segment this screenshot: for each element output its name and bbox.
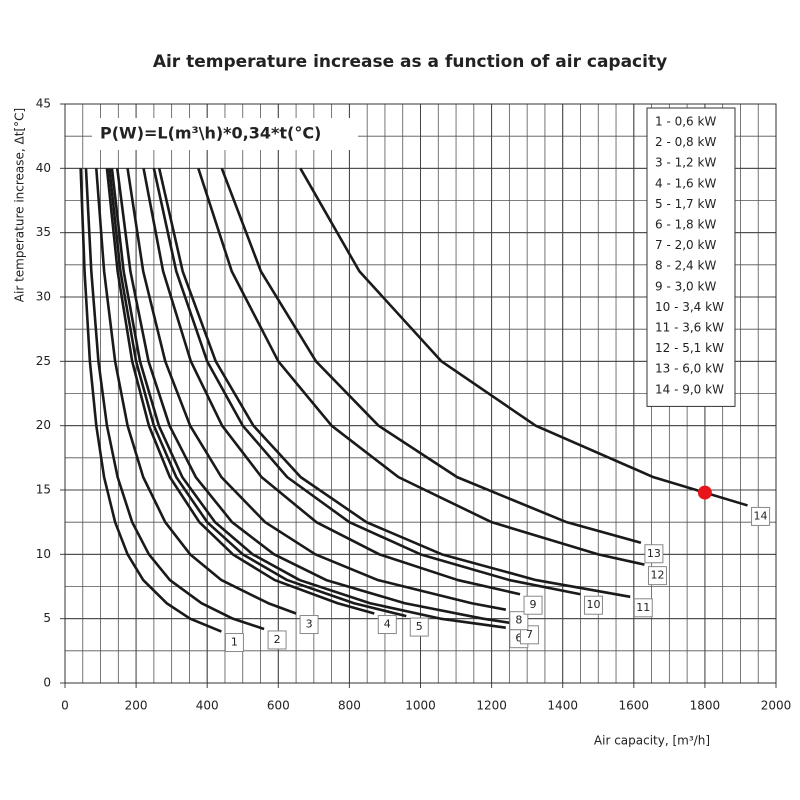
curve-label-box xyxy=(751,506,771,526)
legend-entry: 4 - 1,6 kW xyxy=(655,176,716,190)
legend-entry: 9 - 3,0 kW xyxy=(655,279,716,293)
y-tick-label: 0 xyxy=(43,676,51,690)
curve-label-box xyxy=(224,633,244,653)
curve-label-box xyxy=(509,611,529,631)
curve xyxy=(105,168,375,615)
x-tick-label: 1000 xyxy=(405,699,436,713)
y-tick-label: 10 xyxy=(36,547,51,561)
curve-label-box xyxy=(267,630,287,650)
legend-entry: 11 - 3,6 kW xyxy=(655,321,724,335)
curve-label: 2 xyxy=(274,633,281,646)
curve xyxy=(115,168,517,626)
chart-title: Air temperature increase as a function o… xyxy=(153,52,667,72)
legend-entry: 13 - 6,0 kW xyxy=(655,362,724,376)
legend-entry: 5 - 1,7 kW xyxy=(655,197,716,211)
curve-label-box xyxy=(633,598,653,618)
y-tick-label: 20 xyxy=(36,418,51,432)
curve xyxy=(157,168,631,599)
curve-label: 14 xyxy=(754,509,768,522)
y-tick-label: 40 xyxy=(36,161,51,175)
curve-label: 4 xyxy=(384,618,391,631)
x-axis-label: Air capacity, [m³/h] xyxy=(594,734,710,748)
curve-label-box xyxy=(377,615,397,635)
curve xyxy=(299,167,748,507)
curve xyxy=(108,168,407,618)
curve-label-box xyxy=(299,615,319,635)
curve xyxy=(84,168,265,631)
legend-entry: 10 - 3,4 kW xyxy=(655,300,724,314)
y-tick-label: 15 xyxy=(36,483,51,497)
curve-label-box xyxy=(409,617,429,637)
legend-entry: 12 - 5,1 kW xyxy=(655,341,724,355)
x-tick-label: 200 xyxy=(125,699,148,713)
legend-entry: 3 - 1,2 kW xyxy=(655,156,716,170)
curve xyxy=(110,168,506,629)
curve-label: 9 xyxy=(530,598,537,611)
curve-label-box xyxy=(523,595,543,615)
x-tick-label: 600 xyxy=(267,699,290,713)
curve-label: 11 xyxy=(636,601,650,614)
curve xyxy=(197,167,645,566)
plot-frame xyxy=(64,103,777,684)
curve-label: 12 xyxy=(650,569,664,582)
curve-label-box xyxy=(519,625,539,645)
y-tick-label: 25 xyxy=(36,354,51,368)
legend-entry: 1 - 0,6 kW xyxy=(655,115,716,129)
curve xyxy=(152,168,581,596)
y-tick-label: 35 xyxy=(36,225,51,239)
curve-label: 7 xyxy=(526,628,533,641)
curve xyxy=(126,168,507,611)
legend-entry: 6 - 1,8 kW xyxy=(655,218,716,232)
x-tick-label: 800 xyxy=(338,699,361,713)
legend-entry: 14 - 9,0 kW xyxy=(655,382,724,396)
formula-box xyxy=(92,118,358,150)
y-tick-label: 5 xyxy=(43,611,51,625)
curve-label: 8 xyxy=(515,614,522,627)
curve-label: 5 xyxy=(416,620,423,633)
x-tick-label: 1800 xyxy=(690,699,721,713)
x-tick-label: 1400 xyxy=(547,699,578,713)
curve-label: 1 xyxy=(231,636,238,649)
curve-label-box xyxy=(583,595,603,615)
curve xyxy=(79,168,222,633)
y-tick-label: 30 xyxy=(36,290,51,304)
highlight-point xyxy=(697,485,712,500)
legend-box xyxy=(646,107,736,407)
y-axis-label: Air temperature increase, Δt[°C] xyxy=(13,108,27,302)
curve xyxy=(220,167,642,545)
curve-label-box xyxy=(644,544,664,564)
curve-label-box xyxy=(647,566,667,586)
curve xyxy=(94,168,297,615)
formula: P(W)=L(m³\h)*0,34*t(°C) xyxy=(100,124,321,143)
x-tick-label: 400 xyxy=(196,699,219,713)
legend-entry: 2 - 0,8 kW xyxy=(655,135,716,149)
x-tick-label: 1200 xyxy=(476,699,507,713)
curve-label: 6 xyxy=(515,632,522,645)
legend-entry: 7 - 2,0 kW xyxy=(655,238,716,252)
curve-label: 3 xyxy=(306,618,313,631)
y-tick-label: 45 xyxy=(36,97,51,111)
x-tick-label: 2000 xyxy=(761,699,792,713)
curve-label: 13 xyxy=(647,547,661,560)
x-tick-label: 1600 xyxy=(619,699,650,713)
curve xyxy=(142,168,521,596)
curve-label: 10 xyxy=(586,598,600,611)
legend-entry: 8 - 2,4 kW xyxy=(655,259,716,273)
x-tick-label: 0 xyxy=(61,699,69,713)
